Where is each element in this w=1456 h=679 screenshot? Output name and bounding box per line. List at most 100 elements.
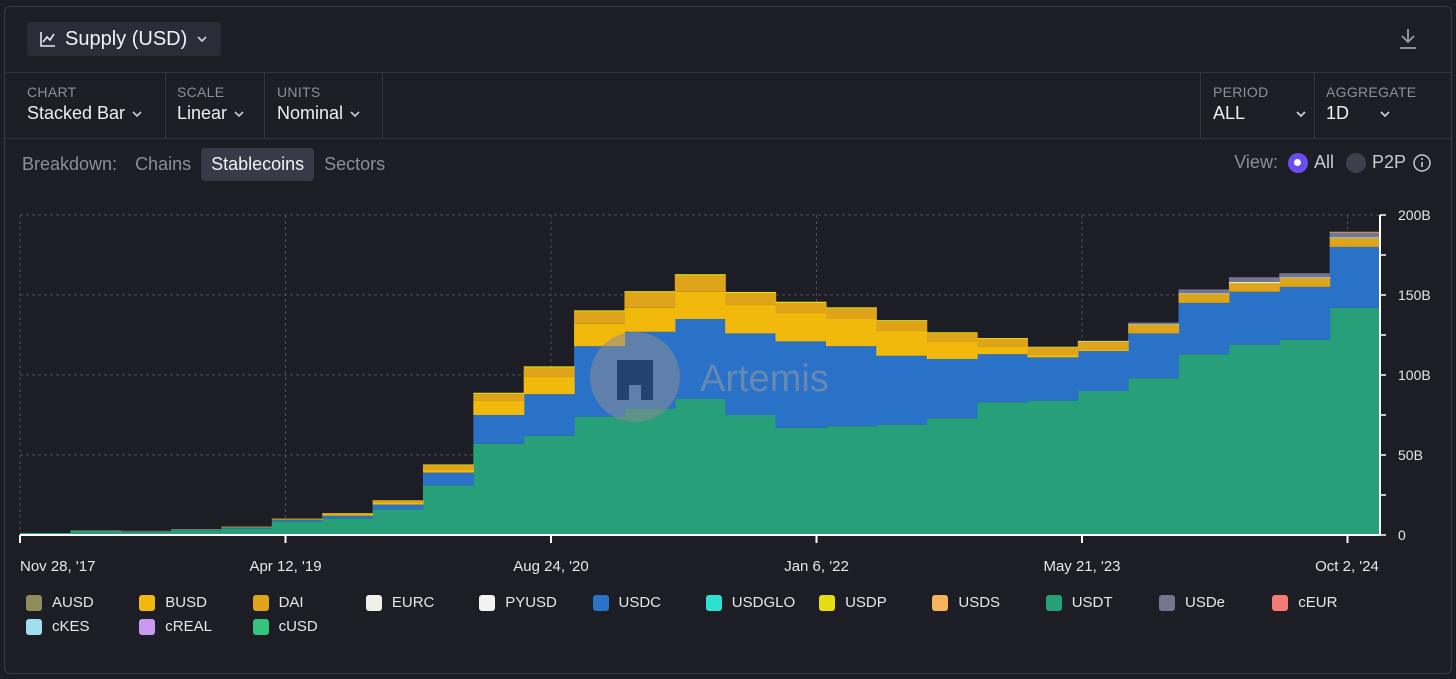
tab-chains[interactable]: Chains (135, 154, 192, 174)
download-icon[interactable] (1397, 27, 1419, 51)
bar-usdc (422, 472, 474, 486)
bar-usdc (977, 354, 1029, 403)
bar-usdt (1329, 307, 1381, 535)
info-icon[interactable] (1412, 153, 1432, 173)
legend-item-cusd[interactable]: cUSD (252, 618, 318, 635)
view-p2p-label[interactable]: P2P (1371, 152, 1406, 172)
period-control[interactable]: PERIOD ALL (1213, 73, 1308, 138)
legend-swatch (26, 618, 42, 635)
legend-item-ceur[interactable]: cEUR (1272, 594, 1337, 611)
legend-swatch (252, 594, 269, 611)
scale-control[interactable]: SCALE Linear (177, 73, 245, 138)
chart-type-control[interactable]: CHART Stacked Bar (27, 73, 143, 138)
bar-dai (422, 465, 474, 470)
legend-item-usdc[interactable]: USDC (592, 594, 662, 611)
y-tick-label: 150B (1398, 287, 1431, 303)
legend-swatch (252, 618, 269, 635)
legend-item-usdt[interactable]: USDT (1045, 594, 1113, 611)
legend-label: EURC (391, 594, 435, 611)
bar-dai (1128, 325, 1180, 333)
bar-usdp (1279, 278, 1331, 279)
bar-usdt (20, 532, 71, 535)
legend-item-ckes[interactable]: cKES (26, 618, 90, 635)
bar-dai (523, 367, 575, 377)
scale-value: Linear (177, 103, 228, 123)
tab-sectors[interactable]: Sectors (324, 154, 386, 174)
legend-swatch (139, 618, 156, 635)
chart-type-value: Stacked Bar (27, 103, 126, 123)
view-all-radio[interactable] (1287, 152, 1308, 173)
legend-item-ausd[interactable]: AUSD (26, 594, 94, 611)
legend-item-usde[interactable]: USDe (1159, 594, 1225, 611)
view-p2p-radio[interactable] (1345, 152, 1366, 173)
tab-stablecoins[interactable]: Stablecoins (201, 148, 315, 181)
chevron-down-icon (132, 110, 142, 117)
bar-usdt (372, 509, 424, 535)
bar-usdc (372, 504, 424, 510)
y-tick-label: 200B (1398, 207, 1431, 223)
legend-item-busd[interactable]: BUSD (139, 594, 207, 611)
legend-label: cUSD (278, 618, 318, 635)
chevron-down-icon (1296, 110, 1306, 117)
legend-item-eurc[interactable]: EURC (365, 594, 435, 611)
bar-usdc (1128, 333, 1180, 379)
bar-usdp (574, 310, 626, 312)
bar-pyusd (1329, 237, 1381, 239)
bar-usdp (1228, 283, 1280, 284)
bar-usdc (674, 319, 726, 399)
bar-usdp (624, 291, 676, 293)
bar-dai (977, 339, 1029, 347)
chevron-down-icon (350, 110, 360, 117)
legend-swatch (592, 594, 609, 611)
bar-busd (775, 312, 827, 342)
bar-usdp (1178, 294, 1230, 295)
y-tick-label: 0 (1398, 527, 1406, 543)
legend-item-usdglo[interactable]: USDGLO (705, 594, 796, 611)
bar-usdt (1228, 344, 1280, 535)
chevron-down-icon (1380, 110, 1390, 117)
metric-selector[interactable]: Supply (USD) (27, 22, 222, 56)
bar-dai (876, 321, 928, 331)
legend-swatch (1045, 594, 1062, 611)
bar-usdt (977, 402, 1029, 535)
breakdown-selector: Breakdown: Chains Stablecoins Sectors (22, 148, 395, 181)
bar-dai (725, 293, 777, 305)
bar-usdc (1329, 247, 1381, 308)
legend-item-creal[interactable]: cREAL (139, 618, 212, 635)
bar-busd (624, 307, 676, 332)
bar-usdt (322, 518, 374, 535)
bar-usdc (1178, 303, 1230, 355)
view-selector: View: All P2P (1234, 152, 1432, 173)
bar-dai (926, 333, 978, 342)
bar-pyusd (1228, 282, 1280, 283)
bar-busd (1128, 332, 1180, 334)
period-label: PERIOD (1213, 84, 1269, 100)
bar-busd (422, 469, 474, 473)
units-control[interactable]: UNITS Nominal (277, 73, 361, 138)
bar-usdc (523, 394, 575, 436)
bar-usde (1329, 232, 1381, 238)
bar-usdp (876, 320, 928, 322)
legend-item-usdp[interactable]: USDP (819, 594, 887, 611)
view-all-label[interactable]: All (1313, 152, 1334, 172)
bar-dai (674, 275, 726, 292)
legend-swatch (26, 594, 42, 611)
bar-usdt (674, 399, 726, 535)
legend-label: AUSD (52, 594, 94, 611)
bar-usde (1128, 322, 1180, 325)
units-label: UNITS (277, 84, 321, 100)
legend-label: USDGLO (731, 594, 796, 611)
legend-item-dai[interactable]: DAI (252, 594, 304, 611)
scale-label: SCALE (177, 84, 225, 100)
y-tick-label: 50B (1398, 447, 1423, 463)
legend-item-pyusd[interactable]: PYUSD (479, 594, 557, 611)
legend-swatch (139, 594, 156, 611)
breakdown-label: Breakdown: (22, 154, 118, 174)
legend-item-usds[interactable]: USDS (932, 594, 1000, 611)
bar-usdt (574, 416, 626, 535)
legend-label: USDC (618, 594, 662, 611)
legend-label: PYUSD (505, 594, 557, 611)
legend-label: BUSD (165, 594, 207, 611)
bar-busd (1077, 349, 1129, 351)
bar-usdt (1027, 400, 1079, 535)
